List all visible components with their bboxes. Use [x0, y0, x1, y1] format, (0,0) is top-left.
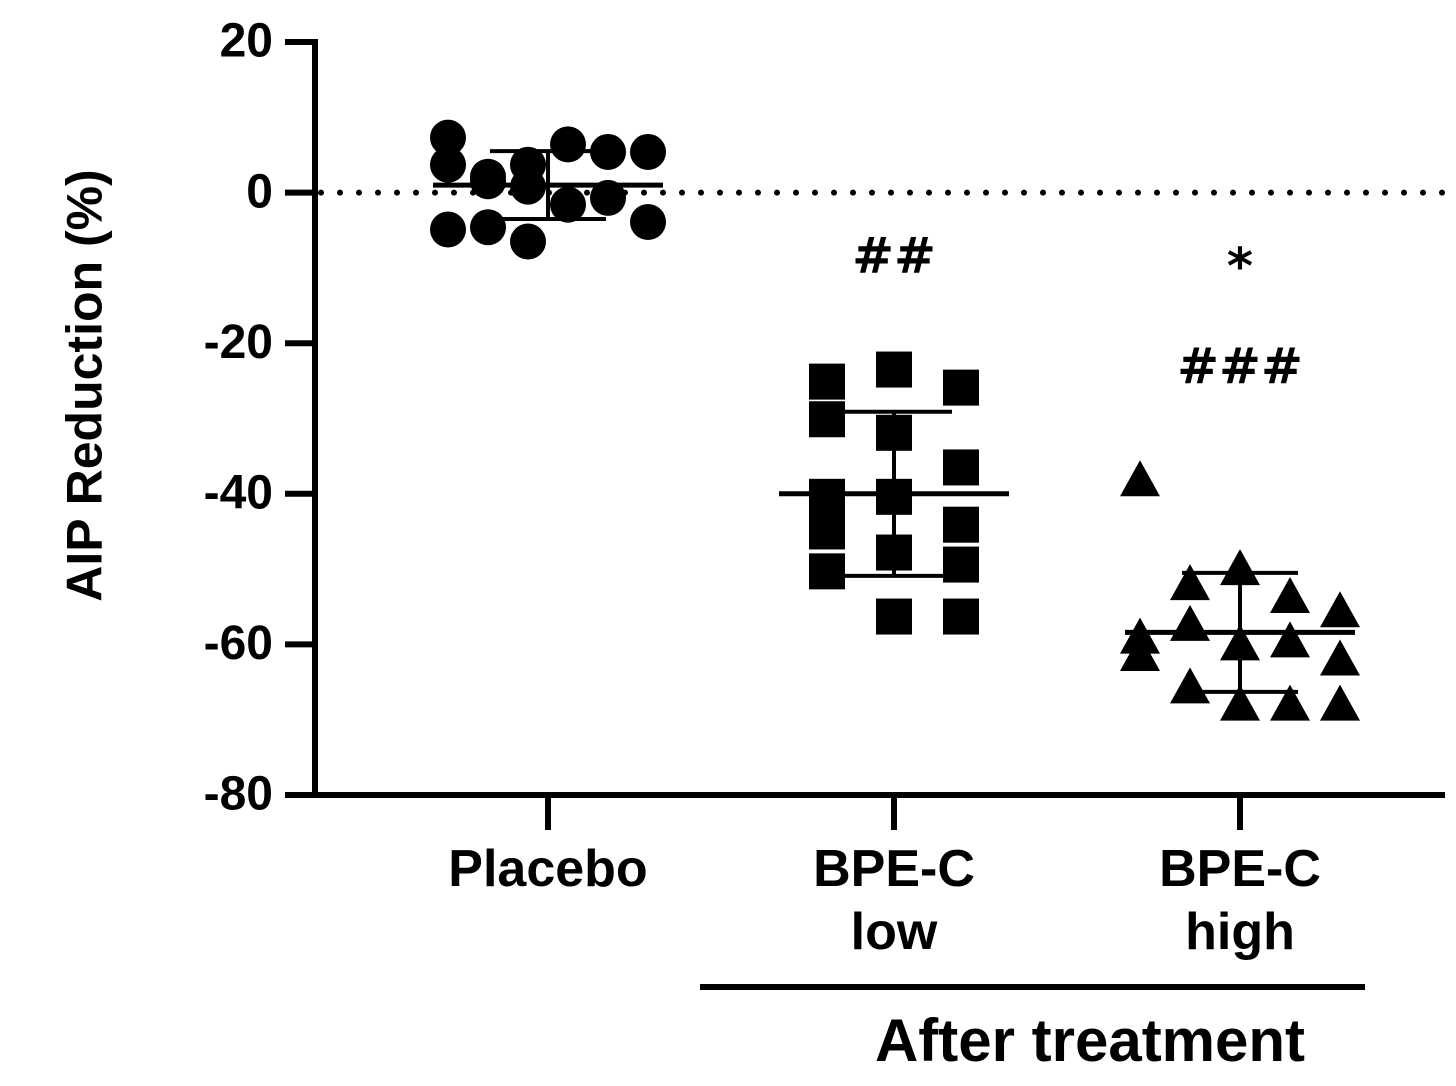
- data-point: [1270, 684, 1310, 721]
- data-point: [630, 203, 666, 240]
- data-point: [809, 513, 845, 550]
- data-point: [430, 211, 466, 248]
- data-point: [470, 163, 506, 200]
- data-point: [1270, 576, 1310, 613]
- y-tick-label: -60: [204, 617, 273, 670]
- data-point: [1270, 621, 1310, 658]
- data-point: [1320, 591, 1360, 628]
- y-axis-label: AIP Reduction (%): [56, 169, 113, 602]
- y-tick-label: -20: [204, 316, 273, 369]
- x-tick-label: Placebo: [448, 840, 648, 898]
- data-point: [943, 449, 979, 486]
- data-point: [1120, 460, 1160, 497]
- data-point: [430, 119, 466, 156]
- data-point: [943, 506, 979, 543]
- data-point: [510, 223, 546, 260]
- data-point: [876, 351, 912, 388]
- data-point: [1170, 604, 1210, 641]
- x-tick-label: BPE-C high: [1159, 840, 1321, 962]
- data-point: [590, 133, 626, 170]
- data-point: [1320, 639, 1360, 676]
- data-point: [809, 553, 845, 590]
- data-point: [1220, 549, 1260, 586]
- data-point: [550, 186, 586, 223]
- data-point: [1320, 684, 1360, 721]
- data-point: [809, 401, 845, 438]
- bracket-label: After treatment: [875, 1007, 1305, 1074]
- data-point: [550, 126, 586, 163]
- data-point: [430, 146, 466, 183]
- data-point: [1220, 684, 1260, 721]
- data-point: [1120, 634, 1160, 671]
- annotation: *: [1227, 238, 1253, 296]
- data-point: [630, 133, 666, 170]
- data-point: [809, 363, 845, 400]
- data-point: [1170, 564, 1210, 601]
- data-point: [943, 598, 979, 635]
- annotation: ###: [1177, 338, 1303, 396]
- data-point: [590, 179, 626, 216]
- data-point: [943, 369, 979, 406]
- x-tick-label: BPE-C low: [813, 840, 975, 962]
- data-point: [1170, 667, 1210, 704]
- data-point: [876, 598, 912, 635]
- y-tick-label: 20: [220, 15, 273, 68]
- y-tick-label: -40: [204, 466, 273, 519]
- y-tick-label: 0: [246, 165, 273, 218]
- data-point: [470, 209, 506, 246]
- annotation: ##: [852, 227, 936, 285]
- data-point: [809, 478, 845, 515]
- y-tick-label: -80: [204, 768, 273, 821]
